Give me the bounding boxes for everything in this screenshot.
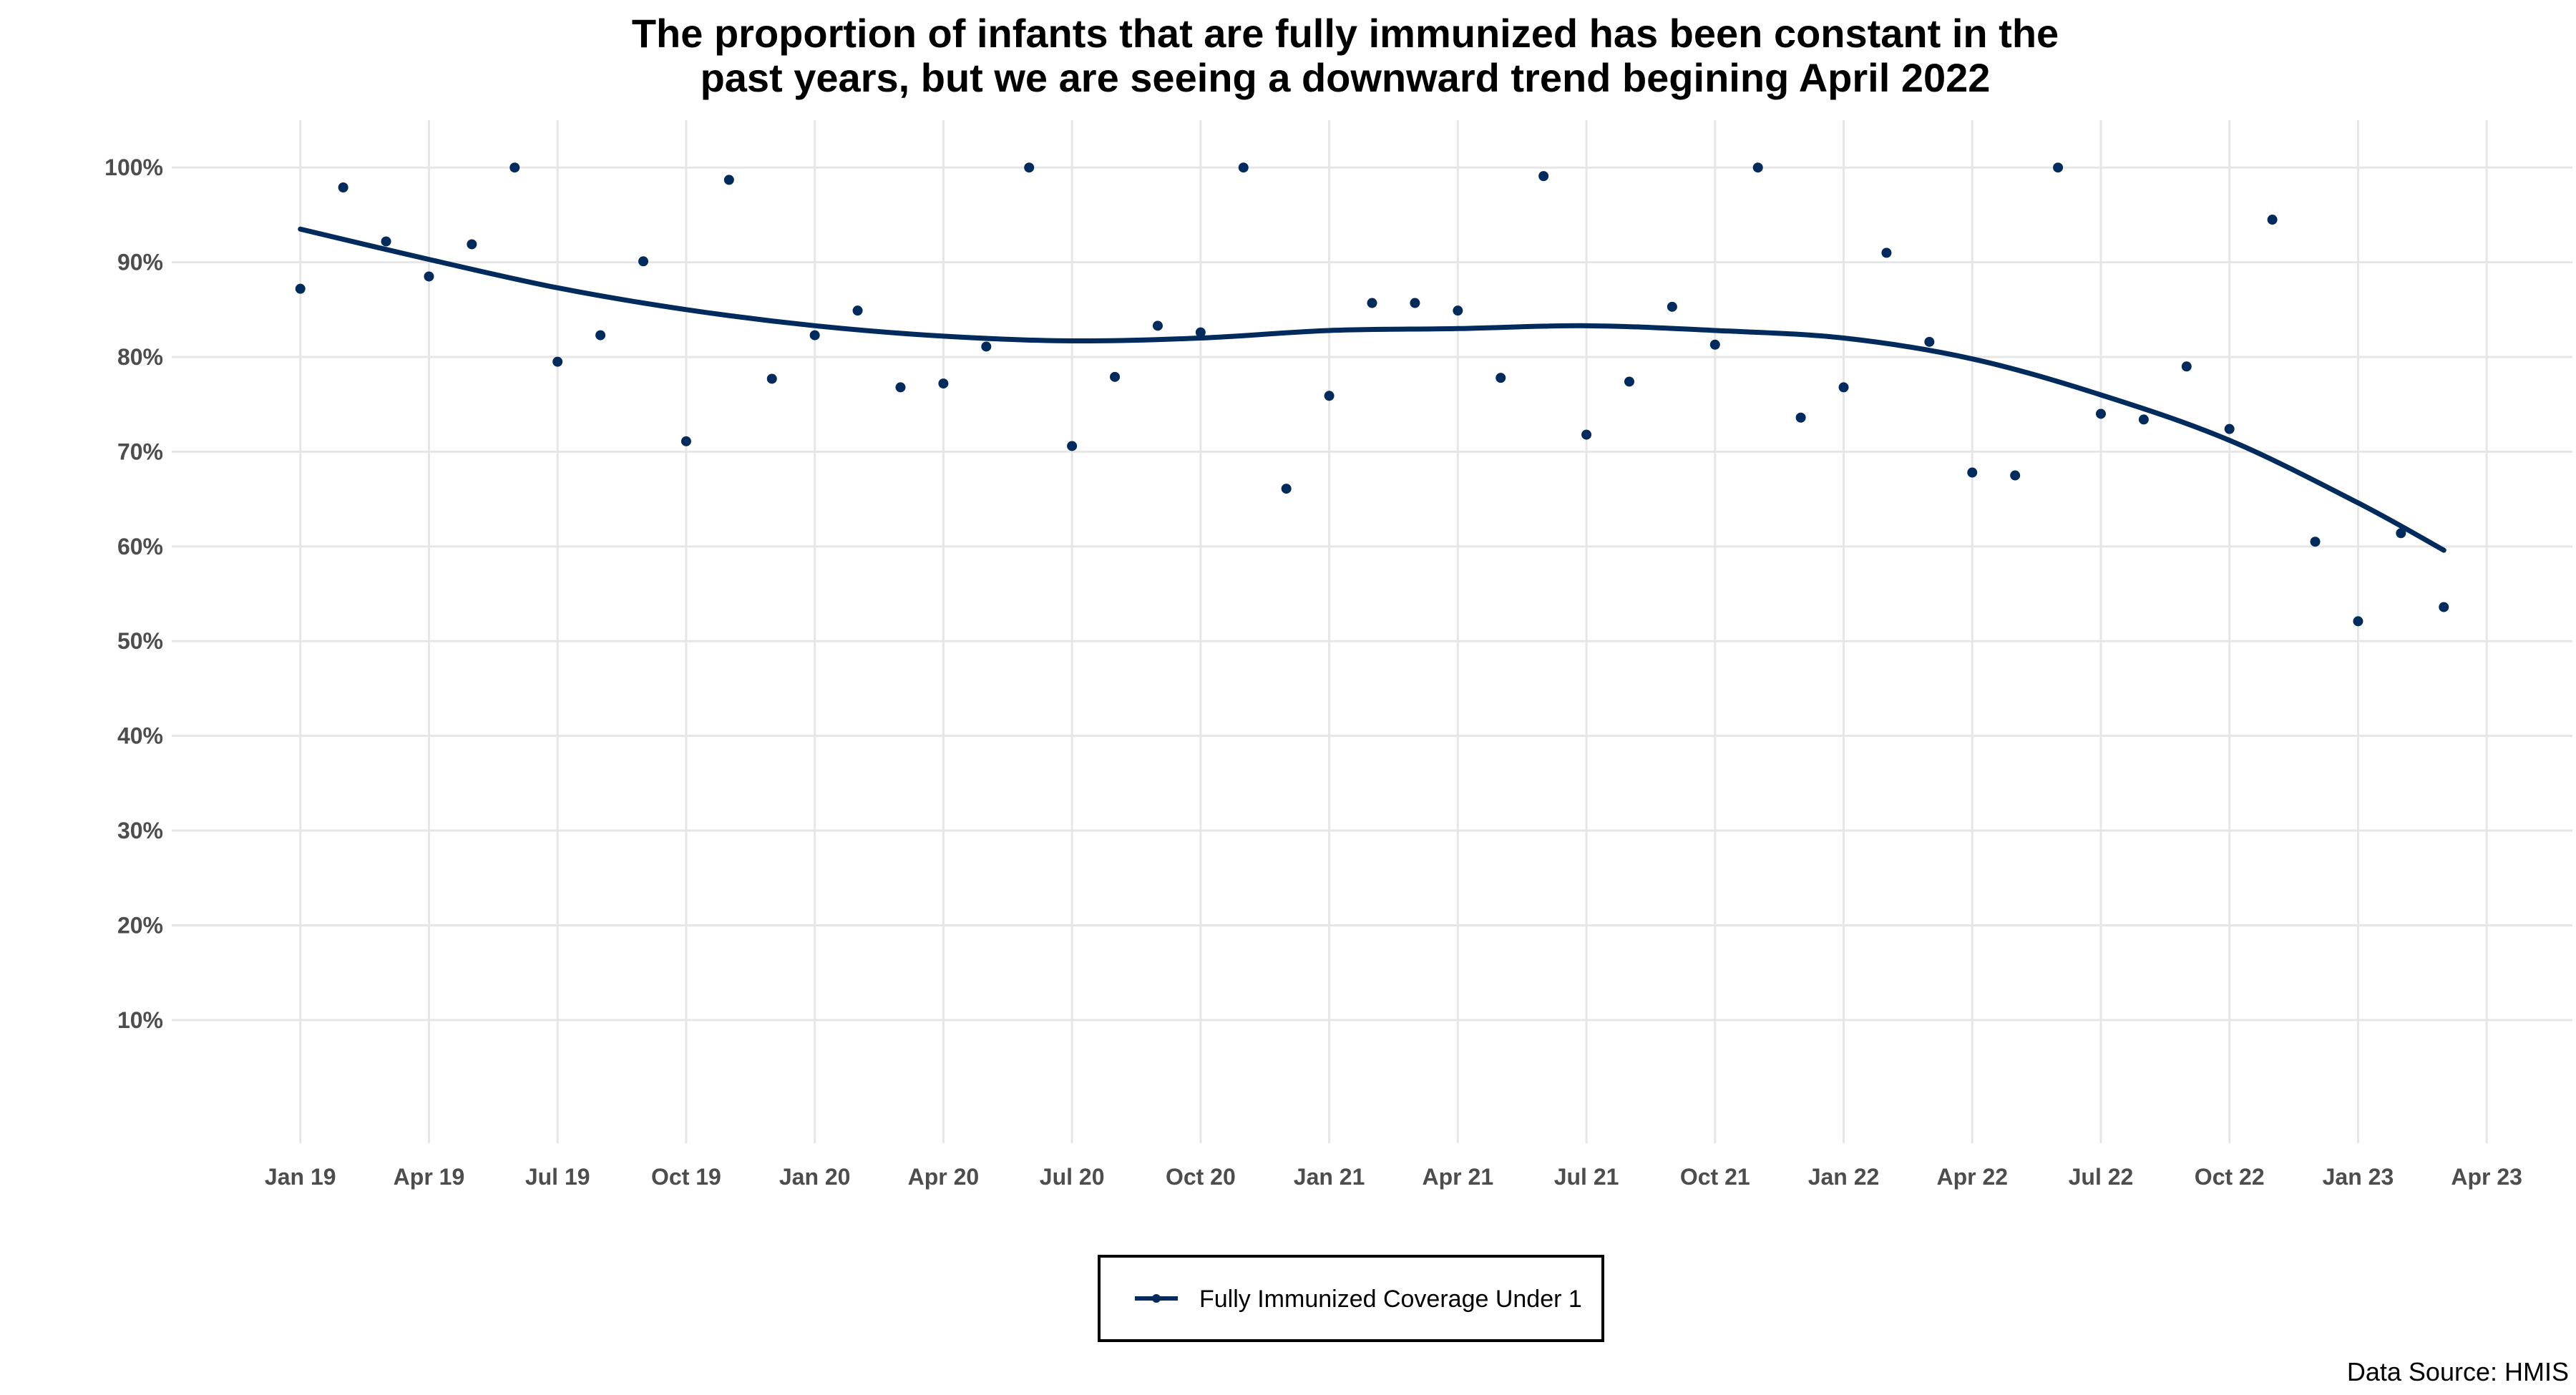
x-tick-label: Oct 19 [651,1164,721,1190]
x-tick-label: Jan 23 [2323,1164,2394,1190]
data-point [2310,537,2321,547]
x-tick-label: Oct 20 [1166,1164,1236,1190]
x-tick-label: Jul 21 [1554,1164,1619,1190]
x-tick-label: Oct 21 [1680,1164,1750,1190]
data-point [467,239,477,250]
data-point [2010,470,2021,481]
data-point [1709,339,1720,350]
data-point [1881,248,1892,258]
data-point [2138,414,2149,425]
y-tick-label: 90% [117,250,163,275]
data-source-note: Data Source: HMIS [2347,1357,2569,1386]
x-tick-label: Jul 22 [2069,1164,2134,1190]
trend-line-layer [298,226,2446,553]
y-tick-label: 60% [117,534,163,559]
trend-line [298,226,2446,553]
x-tick-label: Jan 19 [265,1164,336,1190]
x-tick-label: Jan 22 [1808,1164,1880,1190]
data-point [1538,171,1549,182]
data-point [1924,336,1935,347]
data-point [809,330,820,341]
data-point [938,378,949,389]
data-point [638,256,649,267]
data-point [1367,298,1377,308]
y-tick-label: 10% [117,1007,163,1033]
data-point [381,236,391,247]
data-point [1667,301,1677,312]
data-point [2224,424,2235,434]
data-point [2396,528,2406,539]
y-tick-label: 40% [117,723,163,749]
legend: Fully Immunized Coverage Under 1 [1098,1255,1604,1342]
y-tick-label: 30% [117,818,163,843]
data-point [1838,382,1849,393]
data-point [1410,298,1420,308]
data-point [1110,371,1121,382]
data-point [1324,391,1335,401]
y-tick-label: 70% [117,439,163,464]
data-point [2353,616,2363,627]
data-point [295,283,306,294]
data-point [595,330,606,341]
data-point [2439,602,2449,612]
y-tick-label: 100% [104,155,163,180]
data-point [723,175,734,185]
data-point [1024,162,1035,173]
data-point [1967,467,1978,478]
data-point [852,305,863,316]
x-axis-tick-labels: Jan 19 Apr 19 Jul 19 Oct 19 Jan 20 Apr 20 Jul … [265,1164,2522,1190]
x-tick-label: Apr 21 [1423,1164,1494,1190]
y-tick-label: 80% [117,344,163,370]
data-point [895,382,906,393]
data-point [338,182,348,193]
data-point [1496,373,1506,383]
data-point [1581,429,1592,440]
data-point [981,341,992,352]
y-tick-label: 20% [117,912,163,938]
x-tick-label: Apr 20 [908,1164,980,1190]
x-tick-label: Jul 20 [1040,1164,1105,1190]
data-point [1281,484,1292,494]
y-gridlines [172,166,2572,1022]
data-point [1067,441,1078,451]
x-tick-label: Jan 21 [1294,1164,1365,1190]
data-point [1195,327,1206,338]
data-point [1453,305,1463,316]
chart-title: The proportion of infants that are fully… [632,11,2059,56]
x-tick-label: Apr 23 [2451,1164,2522,1190]
data-point [1795,412,1806,423]
data-point [680,436,691,446]
data-point [1238,162,1249,173]
chart-title-line2: past years, but we are seeing a downward… [701,55,1991,100]
data-point [509,162,520,173]
data-point [424,271,434,282]
x-tick-label: Jan 20 [779,1164,851,1190]
x-tick-label: Apr 19 [394,1164,465,1190]
data-point [552,356,563,367]
legend-box [1098,1255,1604,1342]
data-point [766,373,777,384]
data-point [1624,376,1634,387]
data-point [1752,162,1763,173]
data-point [2095,408,2106,419]
y-axis-tick-labels: 10% 20% 30% 40% 50% 60% 70% 80% 90% 100% [104,155,163,1033]
legend-label: Fully Immunized Coverage Under 1 [1199,1286,1582,1313]
legend-swatch-point [1152,1294,1161,1303]
data-points [295,162,2449,627]
x-tick-label: Jul 19 [525,1164,590,1190]
data-point [1152,320,1163,331]
data-point [2267,215,2278,225]
x-tick-label: Oct 22 [2195,1164,2265,1190]
x-gridlines [299,120,2488,1143]
data-point [2181,361,2192,372]
x-tick-label: Apr 22 [1936,1164,2008,1190]
y-tick-label: 50% [117,628,163,654]
data-point [2053,162,2064,173]
